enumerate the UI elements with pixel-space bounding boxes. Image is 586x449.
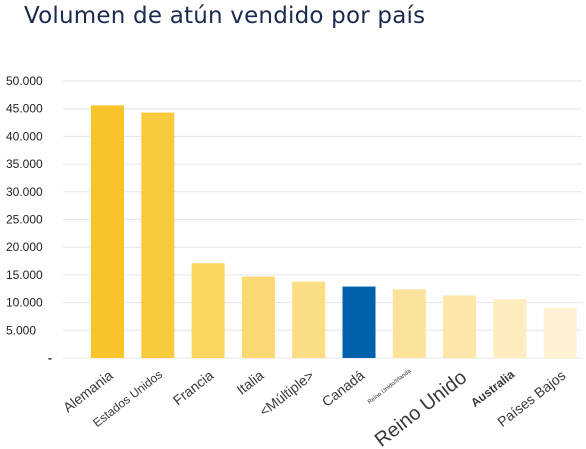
y-tick-label: 50.000 <box>6 74 43 88</box>
bar <box>392 289 426 358</box>
bar <box>493 299 527 358</box>
y-tick-label: 15.000 <box>6 268 43 282</box>
bar <box>241 276 275 358</box>
bar <box>141 112 175 358</box>
bar <box>543 307 577 358</box>
y-tick-label: 20.000 <box>6 240 43 254</box>
y-tick-label: 10.000 <box>6 296 43 310</box>
bars <box>91 105 577 358</box>
y-tick-label: 5.000 <box>6 323 36 337</box>
bar <box>342 286 376 358</box>
x-tick-label: Canadá <box>319 367 368 410</box>
x-tick-label: Francia <box>170 367 217 408</box>
x-tick-label: Italia <box>233 367 266 398</box>
y-tick-label: 30.000 <box>6 185 43 199</box>
x-tick-label: Australia <box>468 367 517 410</box>
x-tick-label: <Múltiple> <box>256 367 317 419</box>
chart-title: Volumen de atún vendido por país <box>24 3 426 29</box>
x-tick-label: Reino Unido <box>371 366 471 449</box>
bar <box>292 281 326 358</box>
y-tick-label: 40.000 <box>6 129 43 143</box>
y-tick-label: 45.000 <box>6 102 43 116</box>
y-tick-label: 35.000 <box>6 157 43 171</box>
y-axis-ticks: -5.000 10.000 15.000 20.000 25.000 30.000 35.0… <box>6 74 52 365</box>
y-tick-label: - <box>48 351 52 365</box>
bar <box>191 263 225 358</box>
x-tick-label: Reino Unido/Irlanda <box>367 368 413 406</box>
bar <box>91 105 124 358</box>
bar <box>443 295 477 358</box>
y-tick-label: 25.000 <box>6 213 43 227</box>
